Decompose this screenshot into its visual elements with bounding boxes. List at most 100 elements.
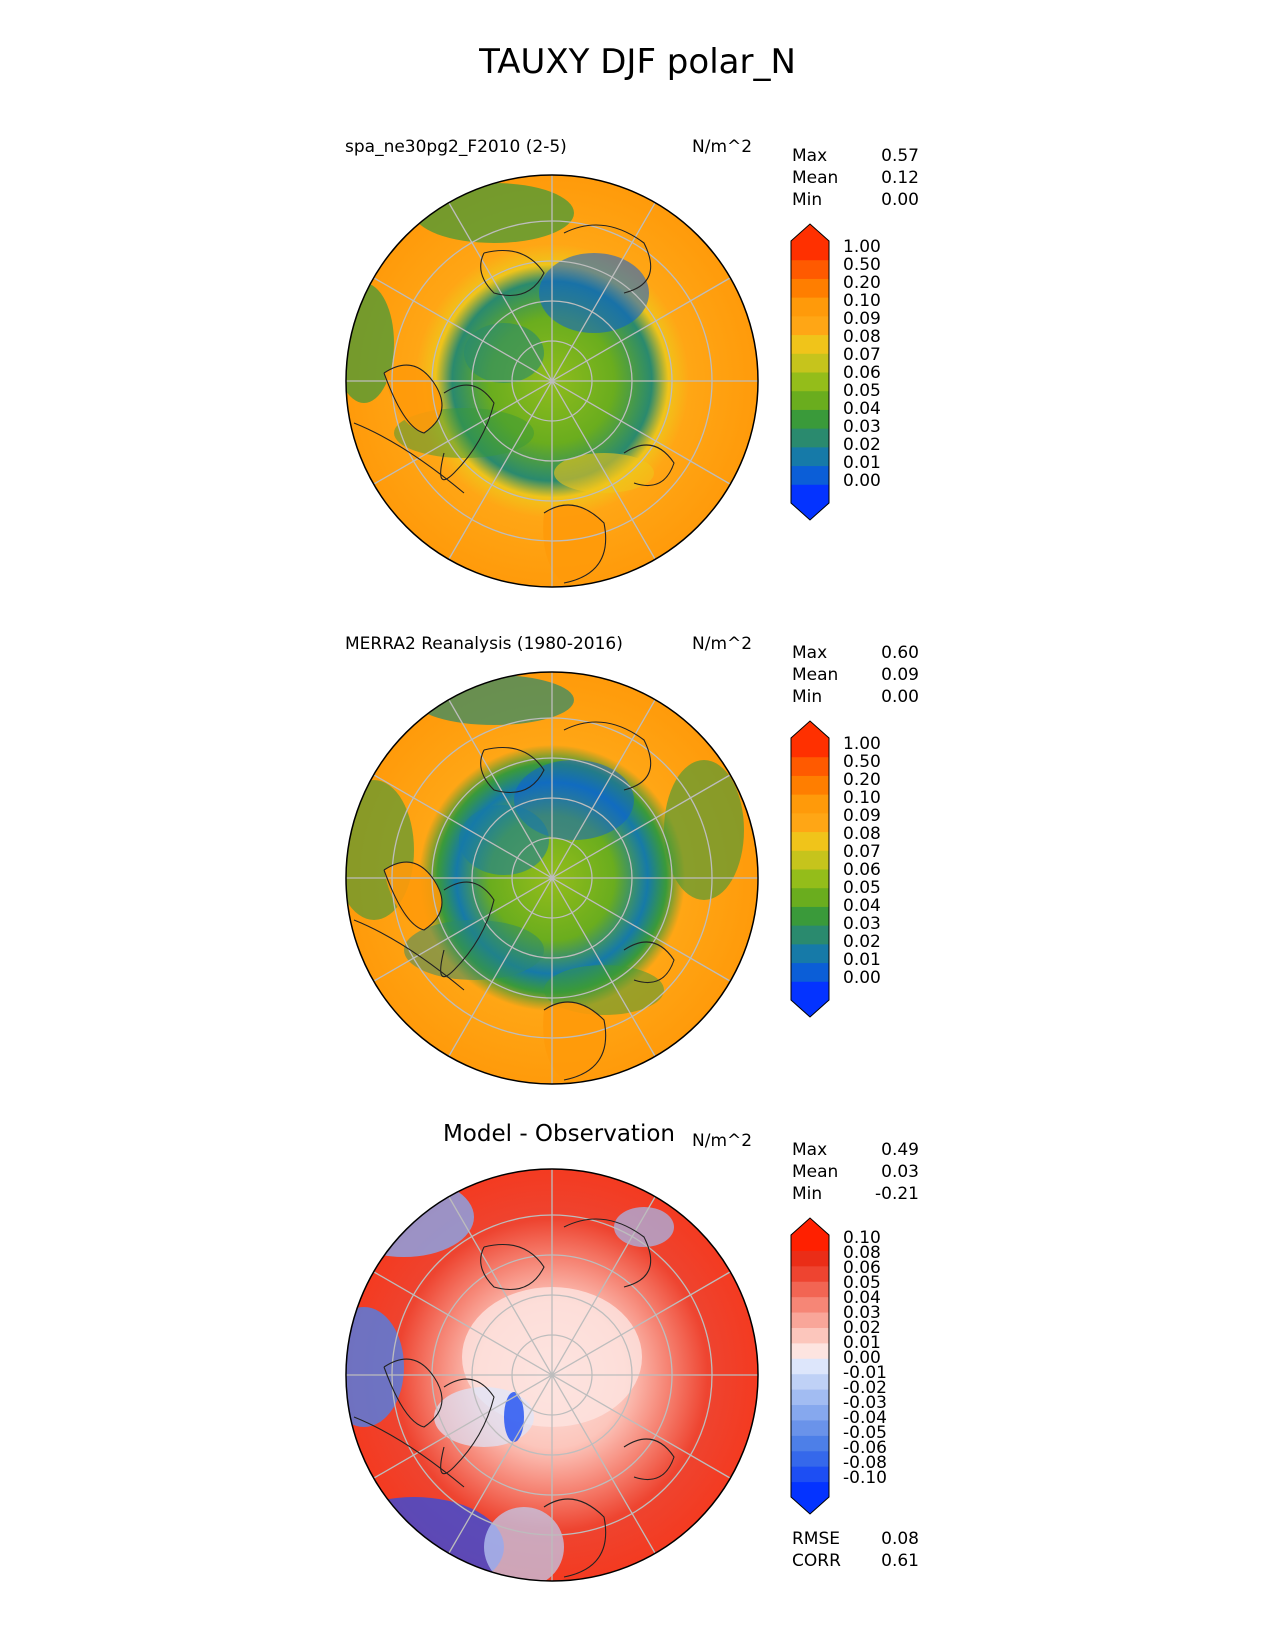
units-label: N/m^2: [692, 1131, 753, 1151]
min-value: 0.00: [881, 190, 919, 210]
mean-value: 0.03: [881, 1162, 919, 1182]
rmse-corr-block: RMSE 0.08 CORR 0.61: [792, 1528, 919, 1572]
min-label: Min: [792, 1184, 823, 1204]
mean-value: 0.09: [881, 665, 919, 685]
colorbar-segment: [791, 1419, 829, 1436]
colorbar-tick-label: 1.00: [843, 734, 881, 754]
colorbar-segment: [791, 887, 829, 907]
colorbar-segment: [791, 943, 829, 964]
colorbar-extend-min: [791, 1000, 829, 1017]
colorbar-tick-label: 0.10: [843, 788, 881, 808]
colorbar-tick-label: 0.01: [843, 950, 881, 970]
colorbar-segment: [791, 1358, 829, 1375]
colorbar-tick-label: 0.01: [843, 1333, 881, 1353]
colorbar-tick-label: 0.00: [843, 471, 881, 491]
colorbar-segment: [791, 738, 829, 758]
colorbar-segment: [791, 465, 829, 485]
panel-title: Model - Observation: [442, 1121, 675, 1147]
colorbar-tick-label: 0.07: [843, 842, 881, 862]
colorbar-tick-label: 0.20: [843, 273, 881, 293]
colorbar-segment: [791, 906, 829, 926]
panel-observation: MERRA2 Reanalysis (1980-2016) N/m^2 Max 0…: [0, 634, 1275, 1114]
colorbar-tick-label: 0.03: [843, 417, 881, 437]
colorbar-segment: [791, 1481, 829, 1498]
colorbar-tick-label: 0.50: [843, 752, 881, 772]
colorbar-tick-label: 0.00: [843, 968, 881, 988]
min-label: Min: [792, 190, 823, 210]
colorbar-tick-label: 0.08: [843, 1243, 881, 1263]
colorbar-tick-label: 0.05: [843, 381, 881, 401]
min-value: 0.00: [881, 687, 919, 707]
colorbar: [790, 720, 830, 1018]
colorbar-segment: [791, 315, 829, 336]
colorbar-segment: [791, 812, 829, 833]
colorbar-tick-label: 0.00: [843, 1348, 881, 1368]
colorbar-segment: [791, 353, 829, 373]
panel-title: spa_ne30pg2_F2010 (2-5): [345, 137, 567, 157]
colorbar-extend-max: [791, 721, 829, 738]
colorbar-tick-label: 0.04: [843, 399, 881, 419]
colorbar-segment: [791, 1296, 829, 1313]
colorbar-segment: [791, 1312, 829, 1328]
colorbar-tick-label: 0.08: [843, 824, 881, 844]
colorbar-tick-label: 0.02: [843, 1318, 881, 1338]
colorbar-tick-label: -0.01: [843, 1363, 887, 1383]
colorbar-tick-label: 0.09: [843, 309, 881, 329]
colorbar-tick-label: -0.03: [843, 1393, 887, 1413]
colorbar-tick-label: 0.06: [843, 363, 881, 383]
units-label: N/m^2: [692, 137, 753, 157]
colorbar-segment: [791, 241, 829, 261]
colorbar-outline: [790, 720, 830, 1018]
rmse-label: RMSE: [792, 1529, 841, 1549]
panel-title: MERRA2 Reanalysis (1980-2016): [345, 634, 623, 654]
colorbar: [790, 1217, 830, 1515]
colorbar-tick-label: -0.02: [843, 1378, 887, 1398]
colorbar-segment: [791, 981, 829, 1001]
colorbar-segment: [791, 297, 829, 317]
stats-block: Max 0.49 Mean 0.03 Min -0.21: [792, 1139, 919, 1205]
max-label: Max: [792, 643, 828, 663]
figure-title: TAUXY DJF polar_N: [479, 42, 796, 82]
colorbar-tick-label: -0.05: [843, 1423, 887, 1443]
colorbar-segment: [791, 850, 829, 870]
colorbar-tick-label: 0.02: [843, 435, 881, 455]
colorbar-segment: [791, 1389, 829, 1406]
colorbar-tick-label: 0.03: [843, 1303, 881, 1323]
colorbar-segment: [791, 775, 829, 795]
min-label: Min: [792, 687, 823, 707]
mean-label: Mean: [792, 665, 839, 685]
colorbar-segment: [791, 278, 829, 298]
colorbar-segment: [791, 925, 829, 945]
colorbar-segment: [791, 1466, 829, 1483]
colorbar-tick-label: -0.08: [843, 1453, 887, 1473]
units-label: N/m^2: [692, 634, 753, 654]
polar-map: [345, 671, 759, 1085]
colorbar: [790, 223, 830, 521]
stats-block: Max 0.57 Mean 0.12 Min 0.00: [792, 145, 919, 211]
rmse-value: 0.08: [881, 1529, 919, 1549]
colorbar-tick-label: 0.05: [843, 1273, 881, 1293]
colorbar-tick-label: 0.10: [843, 291, 881, 311]
colorbar-segment: [791, 1435, 829, 1452]
colorbar-segment: [791, 962, 829, 982]
polar-map: [345, 174, 759, 588]
panel-difference: Model - Observation N/m^2 Max 0.49 Mean 0.…: [0, 1121, 1275, 1611]
colorbar-tick-label: -0.10: [843, 1468, 887, 1488]
polar-map: [345, 1168, 759, 1582]
max-value: 0.60: [881, 643, 919, 663]
max-value: 0.49: [881, 1140, 919, 1160]
colorbar-tick-label: 0.01: [843, 453, 881, 473]
colorbar-segment: [791, 831, 829, 851]
colorbar-segment: [791, 1373, 829, 1390]
colorbar-tick-label: 0.04: [843, 896, 881, 916]
corr-value: 0.61: [881, 1551, 919, 1571]
colorbar-segment: [791, 484, 829, 504]
colorbar-segment: [791, 1265, 829, 1282]
colorbar-segment: [791, 1327, 829, 1344]
colorbar-tick-label: 0.05: [843, 878, 881, 898]
colorbar-segment: [791, 446, 829, 467]
colorbar-tick-label: 0.06: [843, 860, 881, 880]
mean-value: 0.12: [881, 168, 919, 188]
colorbar-extend-max: [791, 224, 829, 241]
corr-label: CORR: [792, 1551, 841, 1571]
